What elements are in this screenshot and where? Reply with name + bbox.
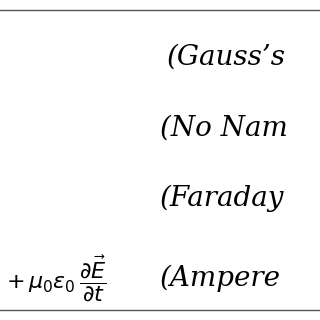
Text: $+\,\mu_0\varepsilon_0\,\dfrac{\partial\vec{E}}{\partial t}$: $+\,\mu_0\varepsilon_0\,\dfrac{\partial\… bbox=[6, 253, 107, 303]
Text: (Faraday: (Faraday bbox=[160, 185, 284, 212]
Text: (Gauss’s: (Gauss’s bbox=[166, 44, 285, 71]
Text: (Ampere: (Ampere bbox=[160, 265, 281, 292]
Text: (No Nam: (No Nam bbox=[160, 115, 288, 141]
